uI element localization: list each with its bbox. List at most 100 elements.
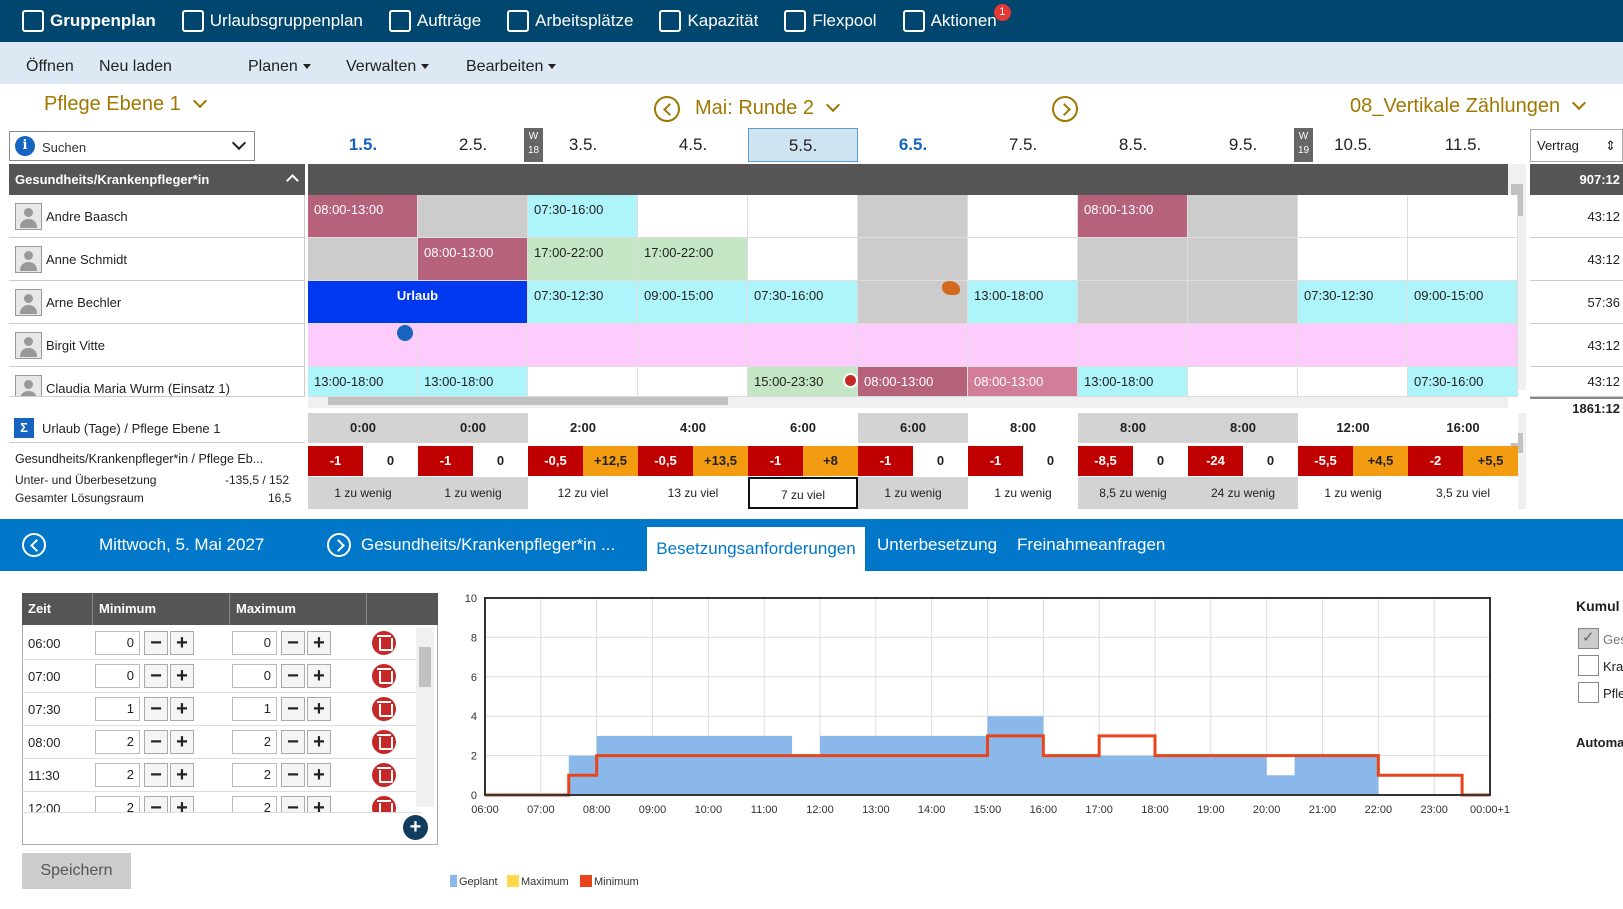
minimum-decrease-button[interactable]: −: [144, 763, 168, 787]
shift-cell[interactable]: 17:00-22:00: [638, 238, 748, 281]
employee-row[interactable]: Arne Bechler: [9, 281, 305, 324]
date-0[interactable]: 1.5.: [348, 135, 378, 154]
shift-cell[interactable]: [858, 324, 968, 367]
shift-cell[interactable]: [1298, 367, 1408, 397]
minimum-increase-button[interactable]: +: [170, 664, 194, 688]
counting-selector[interactable]: 08_Vertikale Zählungen: [1350, 95, 1587, 118]
prev-round-icon[interactable]: [654, 96, 680, 122]
delete-icon[interactable]: [372, 631, 396, 655]
plan-menu[interactable]: Planen: [248, 58, 311, 76]
shift-cell[interactable]: [858, 238, 968, 281]
minimum-increase-button[interactable]: +: [170, 730, 194, 754]
shift-cell[interactable]: [1298, 195, 1408, 238]
shift-cell[interactable]: 13:00-18:00: [1078, 367, 1188, 397]
shift-cell[interactable]: [308, 238, 418, 281]
minimum-increase-button[interactable]: +: [170, 697, 194, 721]
shift-cell[interactable]: [1078, 238, 1188, 281]
shift-cell[interactable]: [1408, 238, 1518, 281]
employee-row[interactable]: Andre Baasch: [9, 195, 305, 238]
shift-cell[interactable]: [748, 324, 858, 367]
shift-cell[interactable]: [858, 195, 968, 238]
maximum-decrease-button[interactable]: −: [281, 664, 305, 688]
manage-menu[interactable]: Verwalten: [346, 58, 429, 76]
flexpool-icon[interactable]: [942, 281, 960, 295]
shift-cell[interactable]: Urlaub: [308, 281, 528, 324]
maximum-increase-button[interactable]: +: [307, 763, 331, 787]
shift-cell[interactable]: [1188, 281, 1298, 324]
next-day-icon[interactable]: [327, 533, 351, 557]
shift-cell[interactable]: [1298, 324, 1408, 367]
nav-flexpool[interactable]: Flexpool: [784, 10, 877, 32]
date-1[interactable]: 2.5.: [458, 135, 488, 154]
minimum-input[interactable]: 2: [95, 730, 140, 754]
minimum-input[interactable]: 2: [95, 796, 140, 812]
checkbox-ges[interactable]: ✓: [1578, 628, 1599, 649]
minimum-input[interactable]: 2: [95, 763, 140, 787]
edit-menu[interactable]: Bearbeiten: [466, 58, 556, 76]
group-header[interactable]: Gesundheits/Krankenpfleger*in: [9, 164, 305, 195]
maximum-decrease-button[interactable]: −: [281, 763, 305, 787]
shift-cell[interactable]: 17:00-22:00: [528, 238, 638, 281]
shift-cell[interactable]: [748, 195, 858, 238]
shift-cell[interactable]: [968, 195, 1078, 238]
shift-cell[interactable]: [1078, 324, 1188, 367]
shift-cell[interactable]: 08:00-13:00: [1078, 195, 1188, 238]
search-input[interactable]: Suchen: [42, 140, 87, 155]
nav-aktionen[interactable]: Aktionen 1: [902, 4, 1011, 32]
shift-cell[interactable]: [638, 195, 748, 238]
maximum-decrease-button[interactable]: −: [281, 631, 305, 655]
date-9[interactable]: 10.5.: [1334, 135, 1372, 154]
shift-cell[interactable]: [418, 195, 528, 238]
minimum-decrease-button[interactable]: −: [144, 697, 168, 721]
shift-cell[interactable]: [748, 238, 858, 281]
minimum-input[interactable]: 0: [95, 631, 140, 655]
chevron-up-icon[interactable]: [286, 174, 299, 187]
date-8[interactable]: 9.5.: [1228, 135, 1258, 154]
nav-gruppenplan[interactable]: Gruppenplan: [22, 10, 156, 32]
reload-menu[interactable]: Neu laden: [99, 58, 172, 75]
minimum-increase-button[interactable]: +: [170, 763, 194, 787]
maximum-increase-button[interactable]: +: [307, 697, 331, 721]
checkbox-pfle[interactable]: [1578, 682, 1599, 703]
delete-icon[interactable]: [372, 697, 396, 721]
employee-row[interactable]: Anne Schmidt: [9, 238, 305, 281]
add-row-button[interactable]: +: [403, 815, 428, 840]
shift-cell[interactable]: 07:30-12:30: [528, 281, 638, 324]
maximum-increase-button[interactable]: +: [307, 730, 331, 754]
shift-cell[interactable]: 08:00-13:00: [858, 367, 968, 397]
shift-cell[interactable]: 09:00-15:00: [638, 281, 748, 324]
unit-selector[interactable]: Pflege Ebene 1: [44, 93, 207, 116]
shift-cell[interactable]: [418, 324, 528, 367]
delete-icon[interactable]: [372, 796, 396, 812]
date-6[interactable]: 7.5.: [1008, 135, 1038, 154]
shift-cell[interactable]: [528, 324, 638, 367]
shift-cell[interactable]: [638, 367, 748, 397]
date-2[interactable]: 3.5.: [568, 135, 598, 154]
maximum-increase-button[interactable]: +: [307, 631, 331, 655]
employee-row[interactable]: Birgit Vitte: [9, 324, 305, 367]
shift-cell[interactable]: 07:30-16:00: [1408, 367, 1518, 397]
maximum-decrease-button[interactable]: −: [281, 697, 305, 721]
shift-cell[interactable]: [1408, 195, 1518, 238]
shift-cell[interactable]: [968, 238, 1078, 281]
delete-icon[interactable]: [372, 730, 396, 754]
minimum-increase-button[interactable]: +: [170, 796, 194, 812]
maximum-input[interactable]: 2: [232, 763, 277, 787]
shift-cell[interactable]: 15:00-23:30: [748, 367, 858, 397]
chevron-down-icon[interactable]: [231, 135, 247, 151]
shift-cell[interactable]: [1298, 238, 1408, 281]
maximum-input[interactable]: 2: [232, 796, 277, 812]
nav-arbeitsplätze[interactable]: Arbeitsplätze: [507, 10, 633, 32]
shift-cell[interactable]: 08:00-13:00: [308, 195, 418, 238]
shift-cell[interactable]: [968, 324, 1078, 367]
maximum-input[interactable]: 0: [232, 664, 277, 688]
nav-aufträge[interactable]: Aufträge: [388, 10, 481, 32]
delete-icon[interactable]: [372, 763, 396, 787]
maximum-input[interactable]: 1: [232, 697, 277, 721]
shift-cell[interactable]: [1188, 367, 1298, 397]
open-menu[interactable]: Öffnen: [26, 58, 74, 75]
shift-cell[interactable]: [1188, 195, 1298, 238]
shift-cell[interactable]: 09:00-15:00: [1408, 281, 1518, 324]
prev-day-icon[interactable]: [22, 533, 46, 557]
shift-cell[interactable]: [528, 367, 638, 397]
